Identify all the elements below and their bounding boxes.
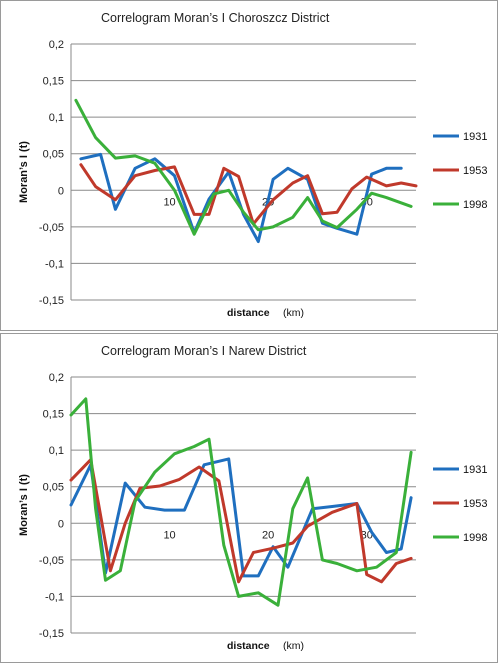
- legend-label: 1931: [463, 464, 487, 476]
- y-tick-label: -0,15: [39, 628, 64, 640]
- chart-title: Correlogram Moran’s I Choroszcz District: [101, 11, 330, 25]
- y-tick-label: -0,15: [39, 295, 64, 307]
- chart-panel-narew: Correlogram Moran’s I Narew District 0,2 0…: [0, 333, 498, 663]
- y-tick-label: -0,05: [39, 222, 64, 234]
- y-tick-label: 0,05: [43, 482, 64, 494]
- y-tick-label: -0,05: [39, 555, 64, 567]
- legend-label: 1931: [463, 131, 487, 143]
- y-tick-label: 0,15: [43, 409, 64, 421]
- y-tick-label: 0,1: [49, 445, 64, 457]
- y-tick-label: 0,15: [43, 76, 64, 88]
- series-line-1998: [69, 397, 413, 607]
- chart-title: Correlogram Moran’s I Narew District: [101, 344, 307, 358]
- series-line-1931: [79, 152, 403, 243]
- legend-label: 1953: [463, 165, 487, 177]
- y-tick-label: 0: [58, 518, 64, 530]
- series-line-1953: [69, 458, 413, 584]
- y-tick-label: 0,2: [49, 372, 64, 384]
- y-tick-label: -0,1: [45, 591, 64, 603]
- y-tick-label: 0: [58, 185, 64, 197]
- x-tick-label: 30: [361, 529, 373, 541]
- x-axis-label: distance: [227, 640, 270, 652]
- series-line-1998: [74, 98, 413, 236]
- correlogram-narew-chart: Correlogram Moran’s I Narew District 0,2 0…: [18, 344, 487, 652]
- x-tick-label: 10: [163, 196, 175, 208]
- x-tick-label: 20: [262, 529, 274, 541]
- x-axis-unit: (km): [283, 307, 304, 319]
- y-axis-label: Moran’s I (t): [18, 474, 30, 536]
- legend-label: 1953: [463, 498, 487, 510]
- series-line-1931: [69, 457, 413, 578]
- y-axis-label: Moran’s I (t): [18, 141, 30, 203]
- correlogram-choroszcz-chart: Correlogram Moran’s I Choroszcz District…: [18, 11, 487, 319]
- x-axis-unit: (km): [283, 640, 304, 652]
- x-axis-label: distance: [227, 307, 270, 319]
- legend-label: 1998: [463, 199, 487, 211]
- x-tick-label: 10: [163, 529, 175, 541]
- legend-label: 1998: [463, 532, 487, 544]
- y-tick-label: -0,1: [45, 258, 64, 270]
- y-tick-label: 0,2: [49, 39, 64, 51]
- y-tick-label: 0,05: [43, 149, 64, 161]
- chart-panel-choroszcz: Correlogram Moran’s I Choroszcz District…: [0, 0, 498, 331]
- y-tick-label: 0,1: [49, 112, 64, 124]
